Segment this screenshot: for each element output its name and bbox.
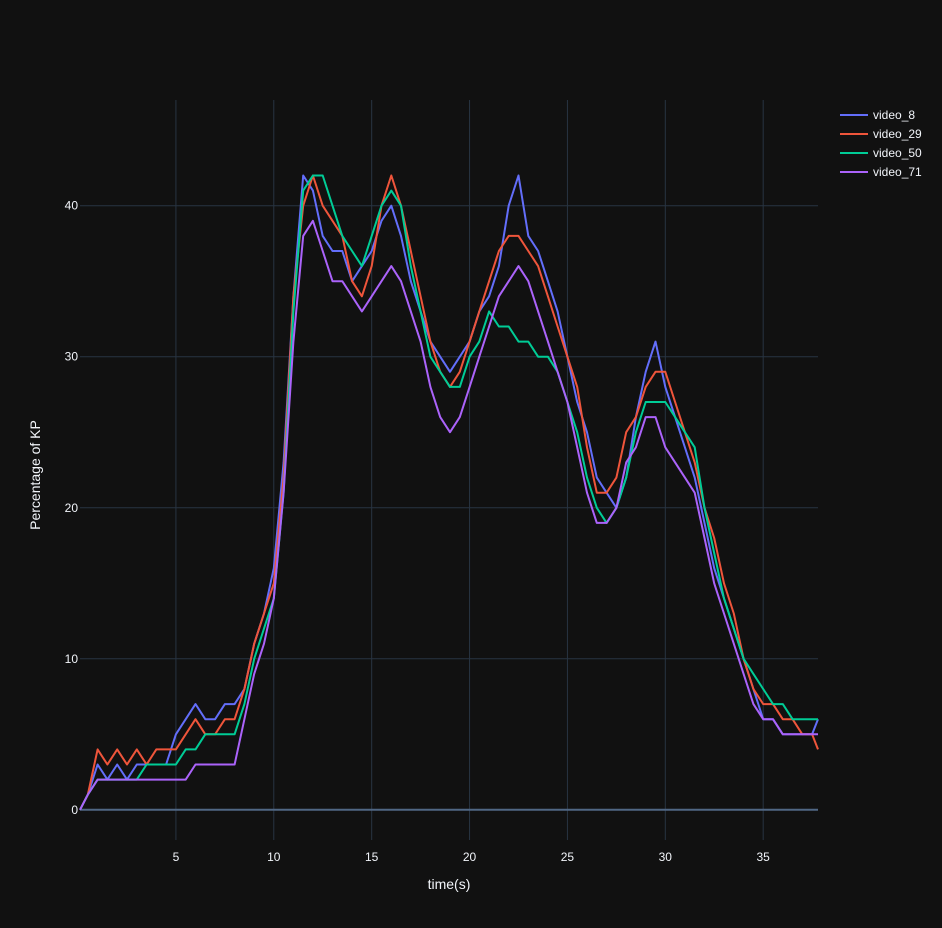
y-tick-label: 30 <box>65 350 79 364</box>
y-axis-title: Percentage of KP <box>27 420 43 530</box>
y-tick-label: 10 <box>65 652 79 666</box>
legend-label: video_71 <box>873 165 922 179</box>
x-tick-label: 25 <box>561 850 575 864</box>
x-tick-label: 20 <box>463 850 477 864</box>
legend-item-video-71[interactable]: video_71 <box>840 165 922 179</box>
legend-item-video-29[interactable]: video_29 <box>840 127 922 141</box>
legend-label: video_8 <box>873 108 915 122</box>
x-tick-label: 5 <box>173 850 180 864</box>
legend-item-video-8[interactable]: video_8 <box>840 108 915 122</box>
series-line-video-8[interactable] <box>79 174 819 811</box>
plot-area <box>79 174 819 811</box>
y-tick-label: 20 <box>65 501 79 515</box>
x-axis-ticks: 5 10 15 20 25 30 35 <box>173 850 771 864</box>
series-line-video-29[interactable] <box>79 174 819 811</box>
x-tick-label: 10 <box>267 850 281 864</box>
gridlines <box>80 100 818 840</box>
legend-item-video-50[interactable]: video_50 <box>840 146 922 160</box>
legend[interactable]: video_8 video_29 video_50 video_71 <box>840 108 922 179</box>
y-tick-label: 40 <box>65 199 79 213</box>
x-axis-title: time(s) <box>428 876 471 892</box>
series-line-video-71[interactable] <box>79 219 818 811</box>
y-axis-ticks: 0 10 20 30 40 <box>65 199 79 817</box>
x-tick-label: 30 <box>659 850 673 864</box>
legend-label: video_50 <box>873 146 922 160</box>
y-tick-label: 0 <box>71 803 78 817</box>
legend-label: video_29 <box>873 127 922 141</box>
x-tick-label: 35 <box>757 850 771 864</box>
x-tick-label: 15 <box>365 850 379 864</box>
series-line-video-50[interactable] <box>79 174 818 811</box>
